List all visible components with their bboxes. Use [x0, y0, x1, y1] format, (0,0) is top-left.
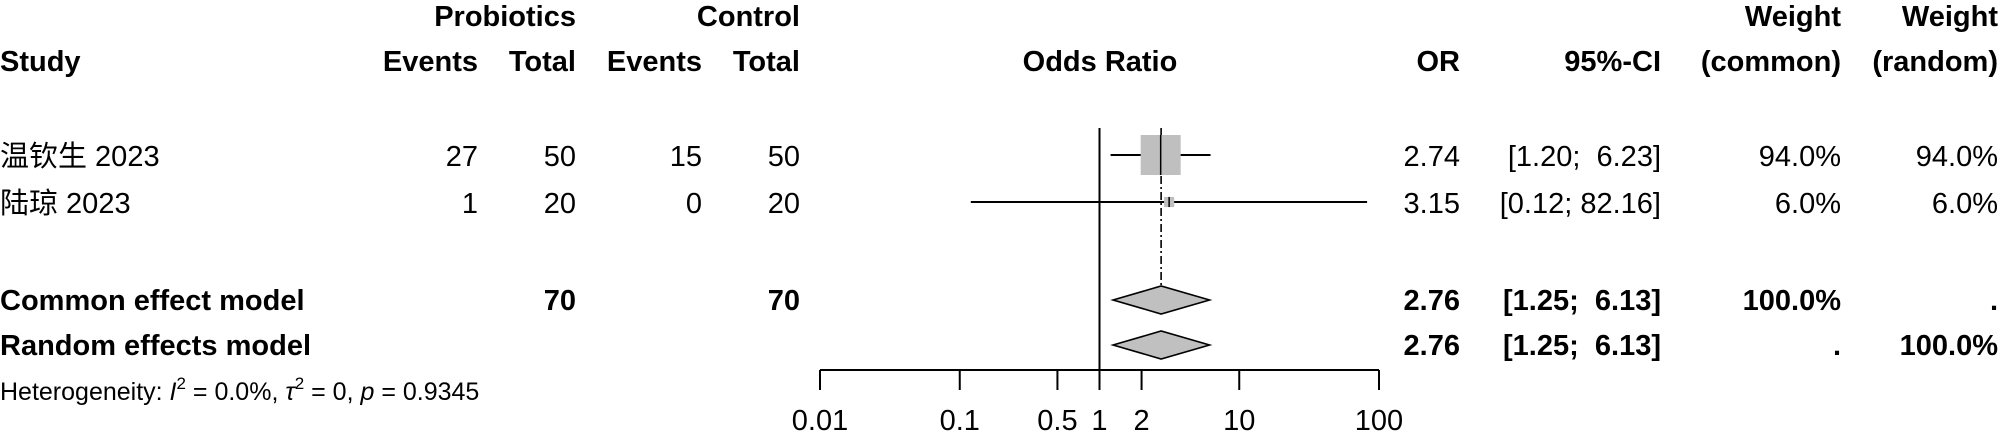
study-or: 3.15 — [1404, 188, 1460, 220]
study-or: 2.74 — [1404, 141, 1460, 173]
het-tau-value: = 0, — [304, 378, 360, 406]
pooled-weight-random: . — [1990, 285, 1998, 317]
pooled-total-control: 70 — [768, 285, 800, 317]
pooled-common-values: 70 70 2.76 [1.25; 6.13] 100.0% . — [544, 285, 1998, 317]
study-weight-common: 6.0% — [1775, 188, 1841, 220]
study-row: 陆琼 2023 1 20 0 20 3.15 [0.12; 82.16] 6.0… — [0, 187, 1998, 220]
het-p-value: = 0.9345 — [374, 378, 479, 406]
x-tick-label: 2 — [1133, 405, 1149, 437]
forest-plot-area: 0.01 0.1 0.5 1 2 10 100 — [792, 128, 1403, 437]
study-ci: [0.12; 82.16] — [1500, 188, 1661, 220]
heterogeneity-text: Heterogeneity: I2 = 0.0%, τ2 = 0, p = 0.… — [0, 374, 479, 406]
x-tick-label: 100 — [1355, 405, 1403, 437]
study-events-control: 0 — [686, 188, 702, 220]
pooled-ci: [1.25; 6.13] — [1503, 330, 1661, 362]
pooled-weight-random: 100.0% — [1900, 330, 1999, 362]
pooled-or: 2.76 — [1404, 330, 1460, 362]
het-i-value: = 0.0%, — [186, 378, 285, 406]
het-p-symbol: p — [359, 378, 374, 406]
pooled-diamond — [1110, 285, 1213, 315]
pooled-diamond — [1110, 330, 1213, 360]
study-name: 温钦生 2023 — [0, 140, 160, 173]
header-events-control: Events — [607, 46, 702, 78]
header-total-probiotics: Total — [509, 46, 576, 78]
x-tick-label: 0.5 — [1037, 405, 1077, 437]
pooled-weight-common: 100.0% — [1743, 285, 1842, 317]
header-weight-common-line2: (common) — [1701, 46, 1841, 78]
het-i-sup: 2 — [177, 374, 186, 393]
study-ci: [1.20; 6.23] — [1508, 141, 1661, 173]
study-events-probiotics: 1 — [462, 188, 478, 220]
pooled-or: 2.76 — [1404, 285, 1460, 317]
pooled-random: Random effects model 2.76 [1.25; 6.13] .… — [0, 330, 1998, 362]
header-probiotics: Probiotics — [434, 1, 576, 33]
het-i-symbol: I — [170, 378, 177, 406]
het-tau-sup: 2 — [295, 374, 304, 393]
het-prefix: Heterogeneity: — [0, 378, 170, 406]
header-odds-ratio: Odds Ratio — [1023, 46, 1178, 78]
study-total-probiotics: 50 — [544, 141, 576, 173]
pooled-random-name: Random effects model — [0, 330, 311, 362]
pooled-ci: [1.25; 6.13] — [1503, 285, 1661, 317]
header-weight-random-line1: Weight — [1902, 1, 1998, 33]
study-weight-random: 6.0% — [1932, 188, 1998, 220]
study-row: 温钦生 2023 27 50 15 50 2.74 [1.20; 6.23] 9… — [0, 140, 1998, 173]
study-events-control: 15 — [670, 141, 702, 173]
pooled-total-probiotics: 70 — [544, 285, 576, 317]
x-tick-label: 10 — [1223, 405, 1255, 437]
pooled-weight-common: . — [1833, 330, 1841, 362]
header-total-control: Total — [733, 46, 800, 78]
header-study: Study — [0, 46, 81, 78]
pooled-common-name: Common effect model — [0, 285, 305, 317]
header-ci: 95%-CI — [1564, 46, 1661, 78]
header-or: OR — [1417, 46, 1461, 78]
study-total-control: 20 — [768, 188, 800, 220]
x-tick-label: 0.1 — [940, 405, 980, 437]
study-name: 陆琼 2023 — [0, 187, 131, 220]
header-group: Probiotics Control Study Events Total Ev… — [0, 1, 1998, 78]
header-weight-common-line1: Weight — [1745, 1, 1841, 33]
study-weight-common: 94.0% — [1759, 141, 1841, 173]
study-weight-random: 94.0% — [1916, 141, 1998, 173]
header-events-probiotics: Events — [383, 46, 478, 78]
study-events-probiotics: 27 — [446, 141, 478, 173]
header-weight-random-line2: (random) — [1872, 46, 1998, 78]
x-tick-label: 0.01 — [792, 405, 848, 437]
study-total-probiotics: 20 — [544, 188, 576, 220]
pooled-common: Common effect model — [0, 285, 305, 317]
x-tick-label: 1 — [1091, 405, 1107, 437]
study-total-control: 50 — [768, 141, 800, 173]
header-control: Control — [697, 1, 800, 33]
het-tau-symbol: τ — [285, 378, 296, 406]
